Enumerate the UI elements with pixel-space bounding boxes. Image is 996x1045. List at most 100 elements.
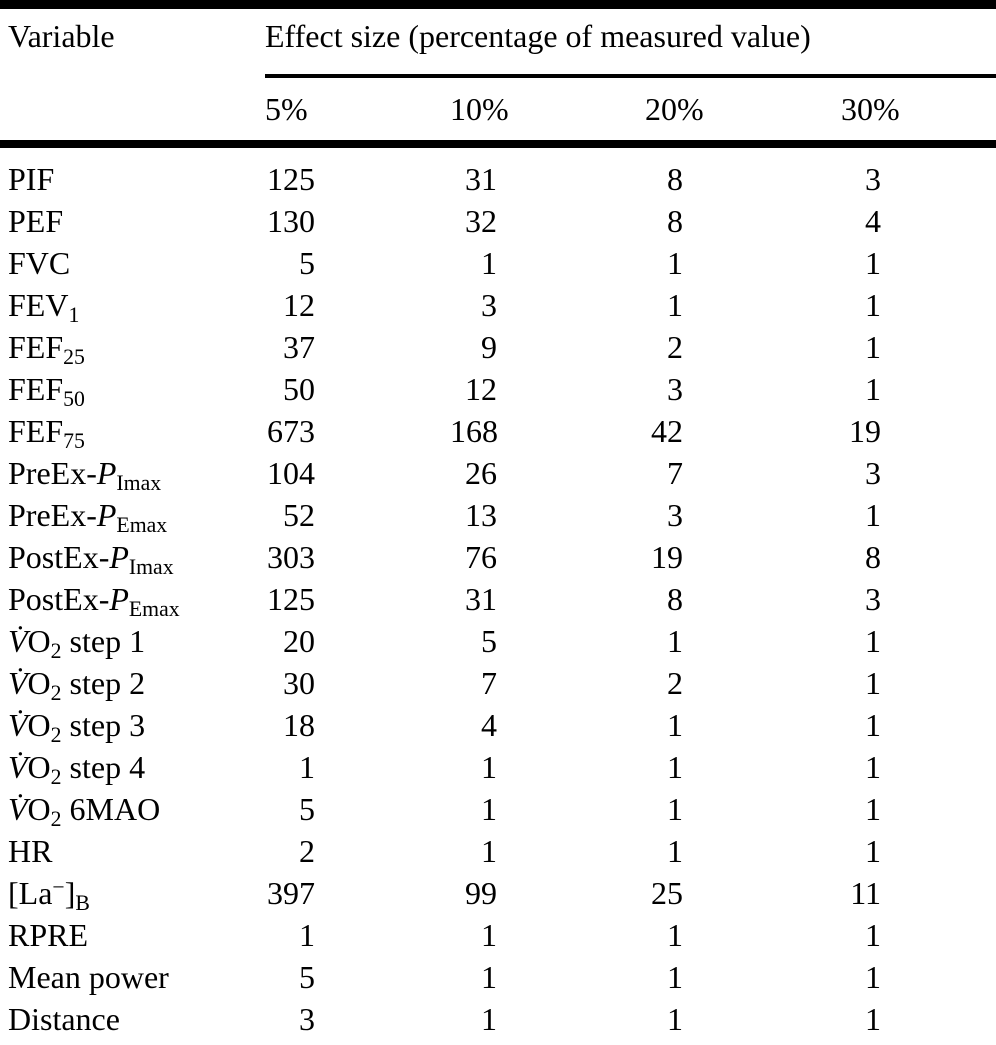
variable-cell: PreEx-PImax — [0, 452, 265, 494]
value-cell-30pct: 1 — [841, 830, 996, 872]
table-row: PreEx-PImax 104 26 7 3 — [0, 452, 996, 494]
variable-label-segment: 2 — [50, 681, 62, 706]
table-body: PIF 125 31 8 3 PEF 130 32 8 4 FVC 5 1 1 … — [0, 144, 996, 1040]
value-num: 1 — [667, 245, 683, 281]
variable-cell: PIF — [0, 144, 265, 200]
value-num: 76 — [465, 539, 497, 575]
value-num: 1 — [865, 1001, 881, 1037]
value-cell-10pct: 9 — [450, 326, 645, 368]
value-cell-20pct: 1 — [645, 620, 841, 662]
table-row: V̇O2 step 1 20 5 1 1 — [0, 620, 996, 662]
value-cell-10pct: 12 — [450, 368, 645, 410]
value-num: 5 — [481, 623, 497, 659]
value-num: 1 — [481, 1001, 497, 1037]
variable-label-segment: PostEx- — [8, 539, 110, 575]
value-num: 1 — [299, 917, 315, 953]
variable-label-segment: P — [109, 581, 129, 617]
value-cell-30pct: 1 — [841, 746, 996, 788]
variable-label-segment: O — [27, 707, 51, 743]
variable-label-segment: [La — [8, 875, 53, 911]
value-num: 2 — [299, 833, 315, 869]
variable-label-segment: FEF — [8, 371, 64, 407]
table-row: HR 2 1 1 1 — [0, 830, 996, 872]
variable-cell: V̇O2 step 2 — [0, 662, 265, 704]
variable-label-segment: Emax — [128, 597, 180, 622]
variable-cell: Mean power — [0, 956, 265, 998]
value-cell-20pct: 25 — [645, 872, 841, 914]
value-num: 5 — [299, 959, 315, 995]
variable-label-segment: FEV — [8, 287, 69, 323]
value-cell-30pct: 8 — [841, 536, 996, 578]
variable-label-segment: − — [52, 875, 65, 900]
variable-label-segment: Imax — [116, 471, 162, 496]
value-num: 1 — [481, 749, 497, 785]
value-cell-20pct: 8 — [645, 578, 841, 620]
value-cell-5pct: 50 — [265, 368, 450, 410]
value-cell-20pct: 1 — [645, 704, 841, 746]
variable-label-segment: PIF — [8, 161, 55, 197]
table-row: PEF 130 32 8 4 — [0, 200, 996, 242]
value-num: 1 — [667, 1001, 683, 1037]
value-cell-10pct: 31 — [450, 144, 645, 200]
value-cell-5pct: 37 — [265, 326, 450, 368]
value-cell-5pct: 104 — [265, 452, 450, 494]
value-cell-10pct: 13 — [450, 494, 645, 536]
variable-label-segment: B — [75, 891, 90, 916]
value-cell-20pct: 8 — [645, 200, 841, 242]
variable-label-segment: step 3 — [61, 707, 146, 743]
value-num: 3 — [667, 497, 683, 533]
value-num: 19 — [849, 413, 881, 449]
variable-cell: V̇O2 step 4 — [0, 746, 265, 788]
value-cell-20pct: 1 — [645, 914, 841, 956]
value-num: 303 — [267, 539, 315, 575]
table-row: RPRE 1 1 1 1 — [0, 914, 996, 956]
variable-label-segment: 2 — [50, 723, 62, 748]
value-cell-20pct: 2 — [645, 662, 841, 704]
value-cell-20pct: 1 — [645, 746, 841, 788]
variable-label-segment: PEF — [8, 203, 64, 239]
column-header-10pct: 10% — [450, 76, 645, 148]
value-cell-20pct: 3 — [645, 494, 841, 536]
value-num: 18 — [283, 707, 315, 743]
variable-label-segment: Mean power — [8, 959, 169, 995]
variable-cell: FEF25 — [0, 326, 265, 368]
variable-label-segment: 75 — [63, 429, 85, 454]
variable-label-segment: O — [27, 623, 51, 659]
value-cell-30pct: 11 — [841, 872, 996, 914]
value-num: 4 — [865, 203, 881, 239]
value-cell-30pct: 1 — [841, 956, 996, 998]
value-cell-5pct: 5 — [265, 956, 450, 998]
value-cell-30pct: 1 — [841, 494, 996, 536]
variable-label-segment: Emax — [116, 513, 168, 538]
value-cell-30pct: 1 — [841, 998, 996, 1040]
value-cell-5pct: 673 — [265, 410, 450, 452]
value-num: 4 — [481, 707, 497, 743]
value-cell-10pct: 1 — [450, 914, 645, 956]
value-cell-10pct: 1 — [450, 830, 645, 872]
value-num: 1 — [667, 917, 683, 953]
value-num: 30 — [283, 665, 315, 701]
column-header-20pct: 20% — [645, 76, 841, 148]
column-header-variable: Variable — [0, 4, 265, 148]
value-cell-20pct: 19 — [645, 536, 841, 578]
variable-label-segment: FEF — [8, 413, 64, 449]
variable-label-segment: 1 — [68, 303, 80, 328]
table-row: Mean power 5 1 1 1 — [0, 956, 996, 998]
value-cell-20pct: 2 — [645, 326, 841, 368]
value-cell-10pct: 76 — [450, 536, 645, 578]
value-cell-5pct: 30 — [265, 662, 450, 704]
table-row: Distance 3 1 1 1 — [0, 998, 996, 1040]
value-num: 1 — [865, 497, 881, 533]
variable-cell: FVC — [0, 242, 265, 284]
value-num: 1 — [667, 959, 683, 995]
value-num: 1 — [481, 917, 497, 953]
value-num: 20 — [283, 623, 315, 659]
value-cell-10pct: 99 — [450, 872, 645, 914]
table-row: FEF25 37 9 2 1 — [0, 326, 996, 368]
value-num: 8 — [667, 203, 683, 239]
value-cell-20pct: 7 — [645, 452, 841, 494]
value-num: 1 — [865, 623, 881, 659]
value-num: 5 — [299, 245, 315, 281]
table-row: V̇O2 step 3 18 4 1 1 — [0, 704, 996, 746]
